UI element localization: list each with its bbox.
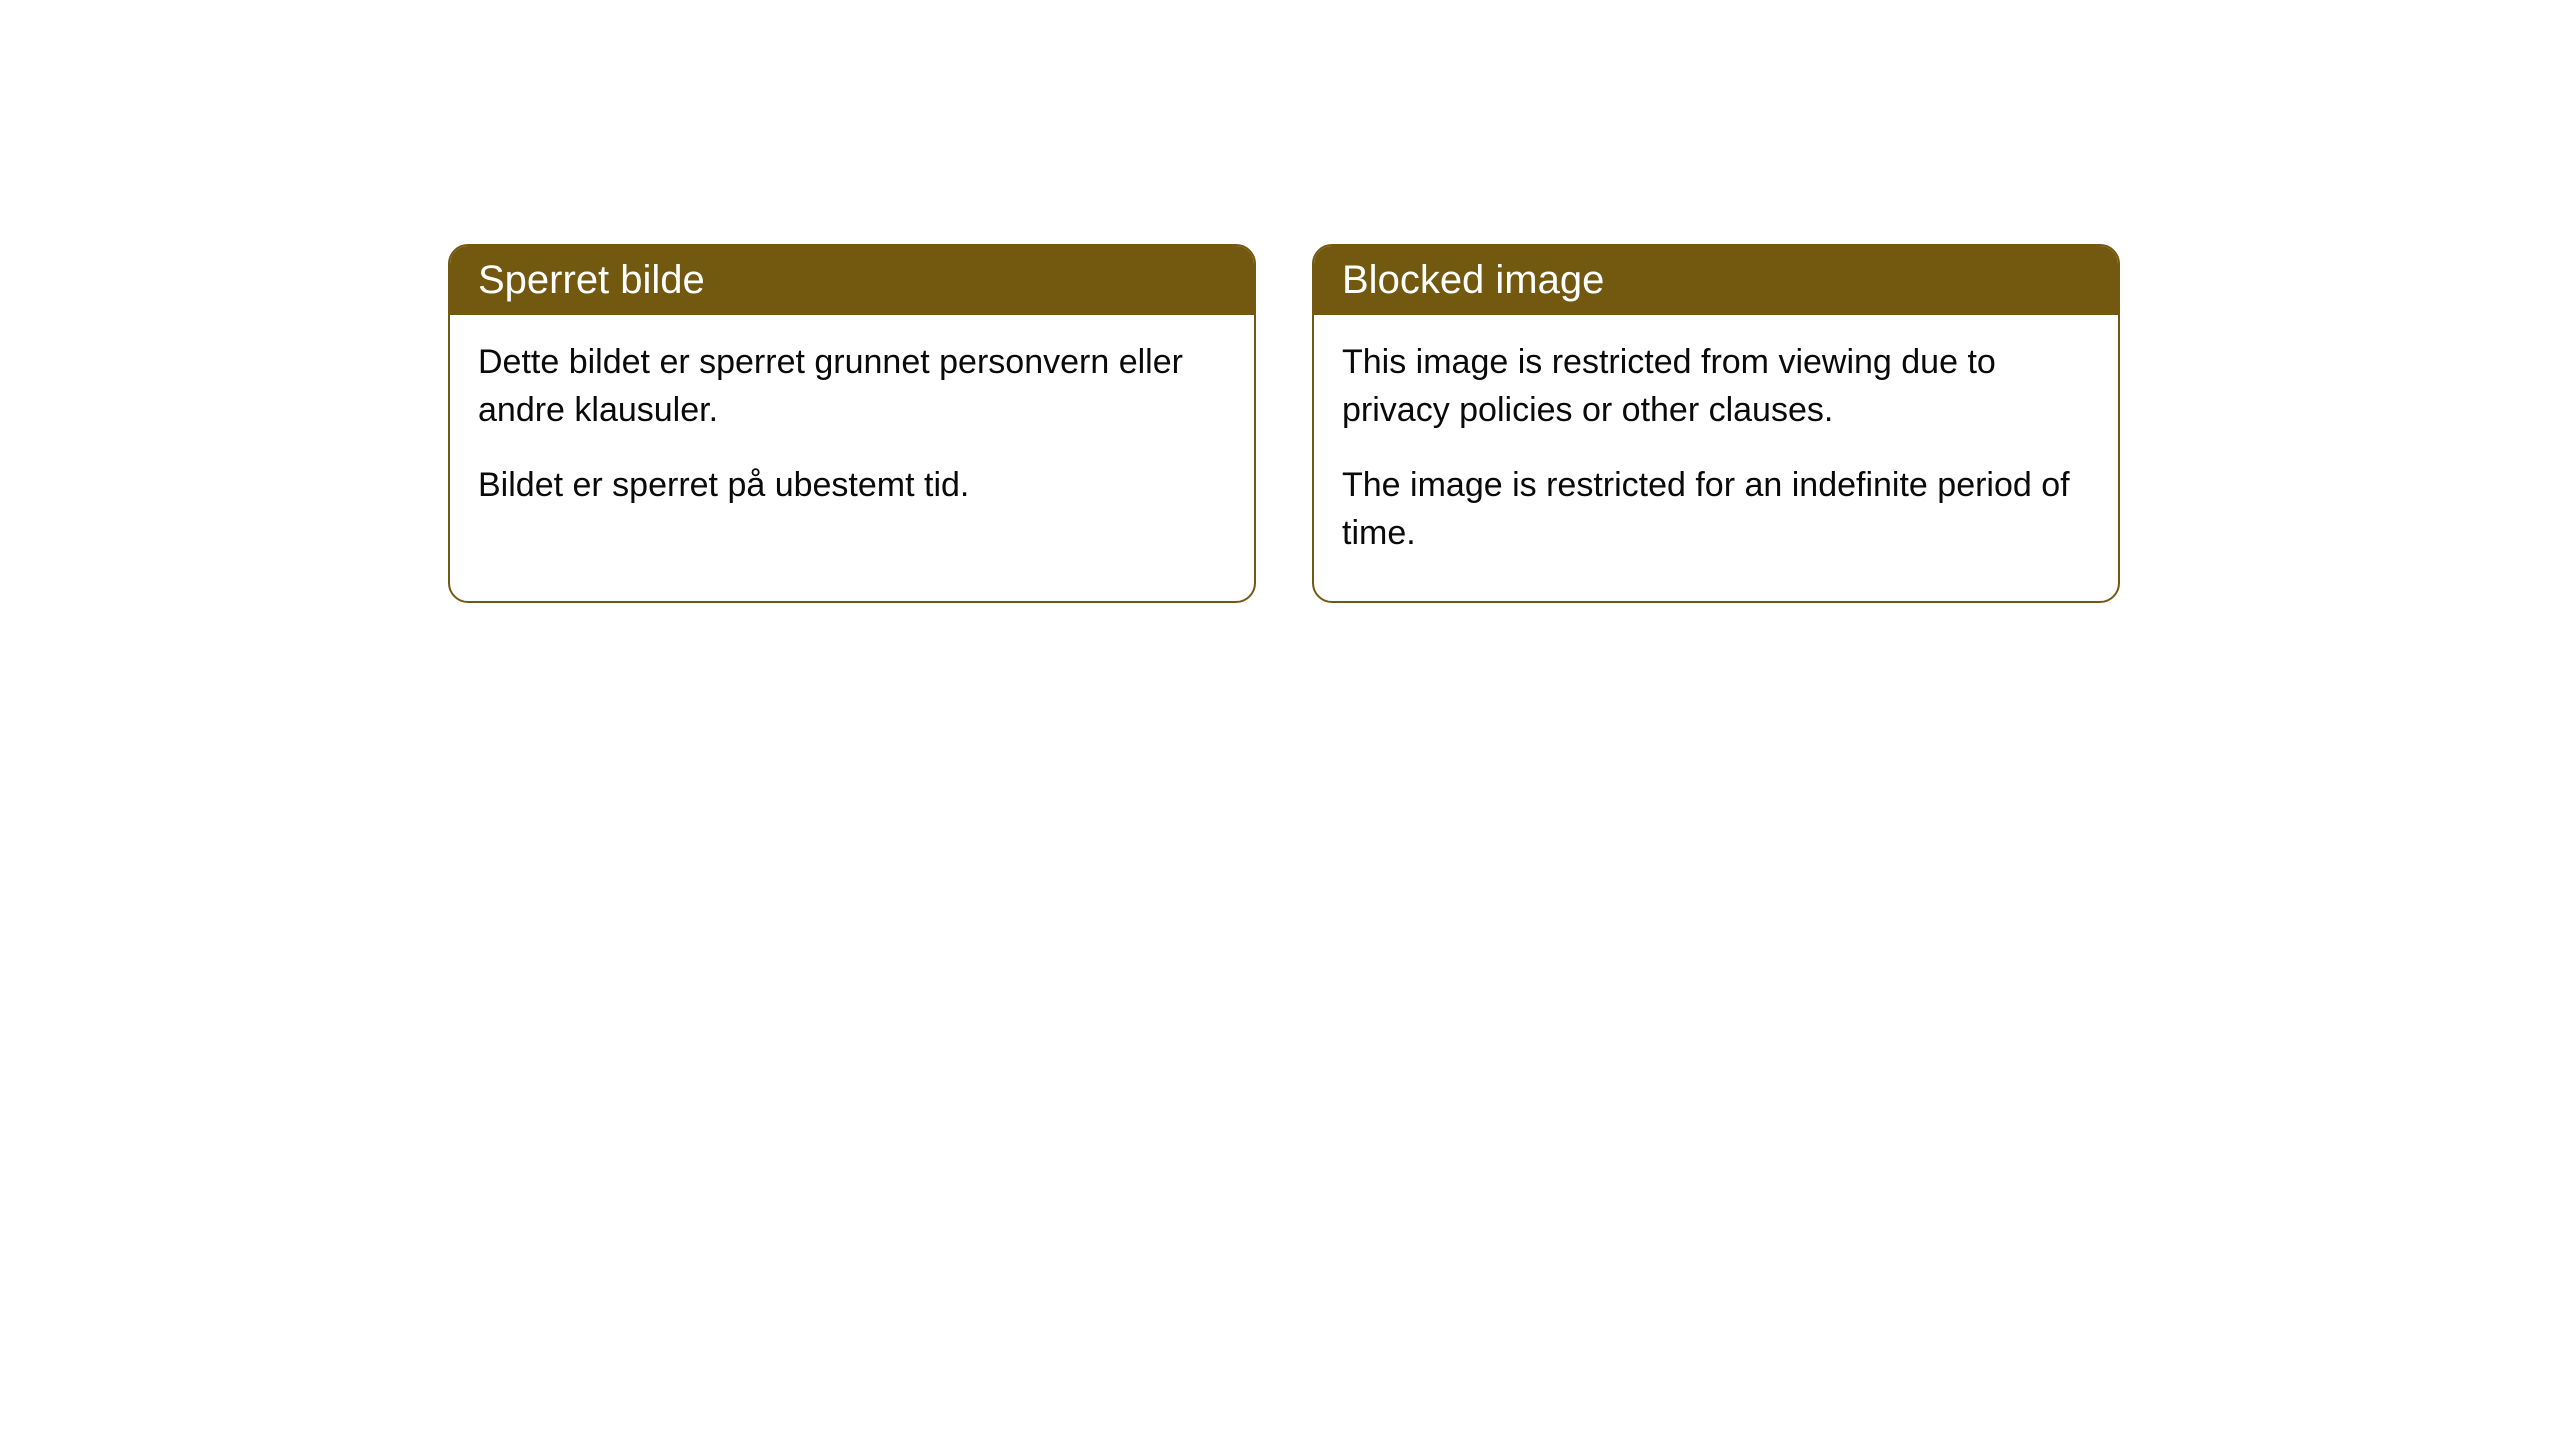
notice-card-english: Blocked image This image is restricted f… — [1312, 244, 2120, 603]
card-paragraph: This image is restricted from viewing du… — [1342, 339, 2090, 434]
card-title: Sperret bilde — [478, 258, 705, 302]
notice-card-norwegian: Sperret bilde Dette bildet er sperret gr… — [448, 244, 1256, 603]
card-paragraph: Bildet er sperret på ubestemt tid. — [478, 462, 1226, 510]
card-body: This image is restricted from viewing du… — [1314, 315, 2118, 601]
card-title: Blocked image — [1342, 258, 1604, 302]
card-header: Sperret bilde — [450, 246, 1254, 315]
card-body: Dette bildet er sperret grunnet personve… — [450, 315, 1254, 554]
card-paragraph: Dette bildet er sperret grunnet personve… — [478, 339, 1226, 434]
card-paragraph: The image is restricted for an indefinit… — [1342, 462, 2090, 557]
notice-card-container: Sperret bilde Dette bildet er sperret gr… — [0, 0, 2560, 603]
card-header: Blocked image — [1314, 246, 2118, 315]
